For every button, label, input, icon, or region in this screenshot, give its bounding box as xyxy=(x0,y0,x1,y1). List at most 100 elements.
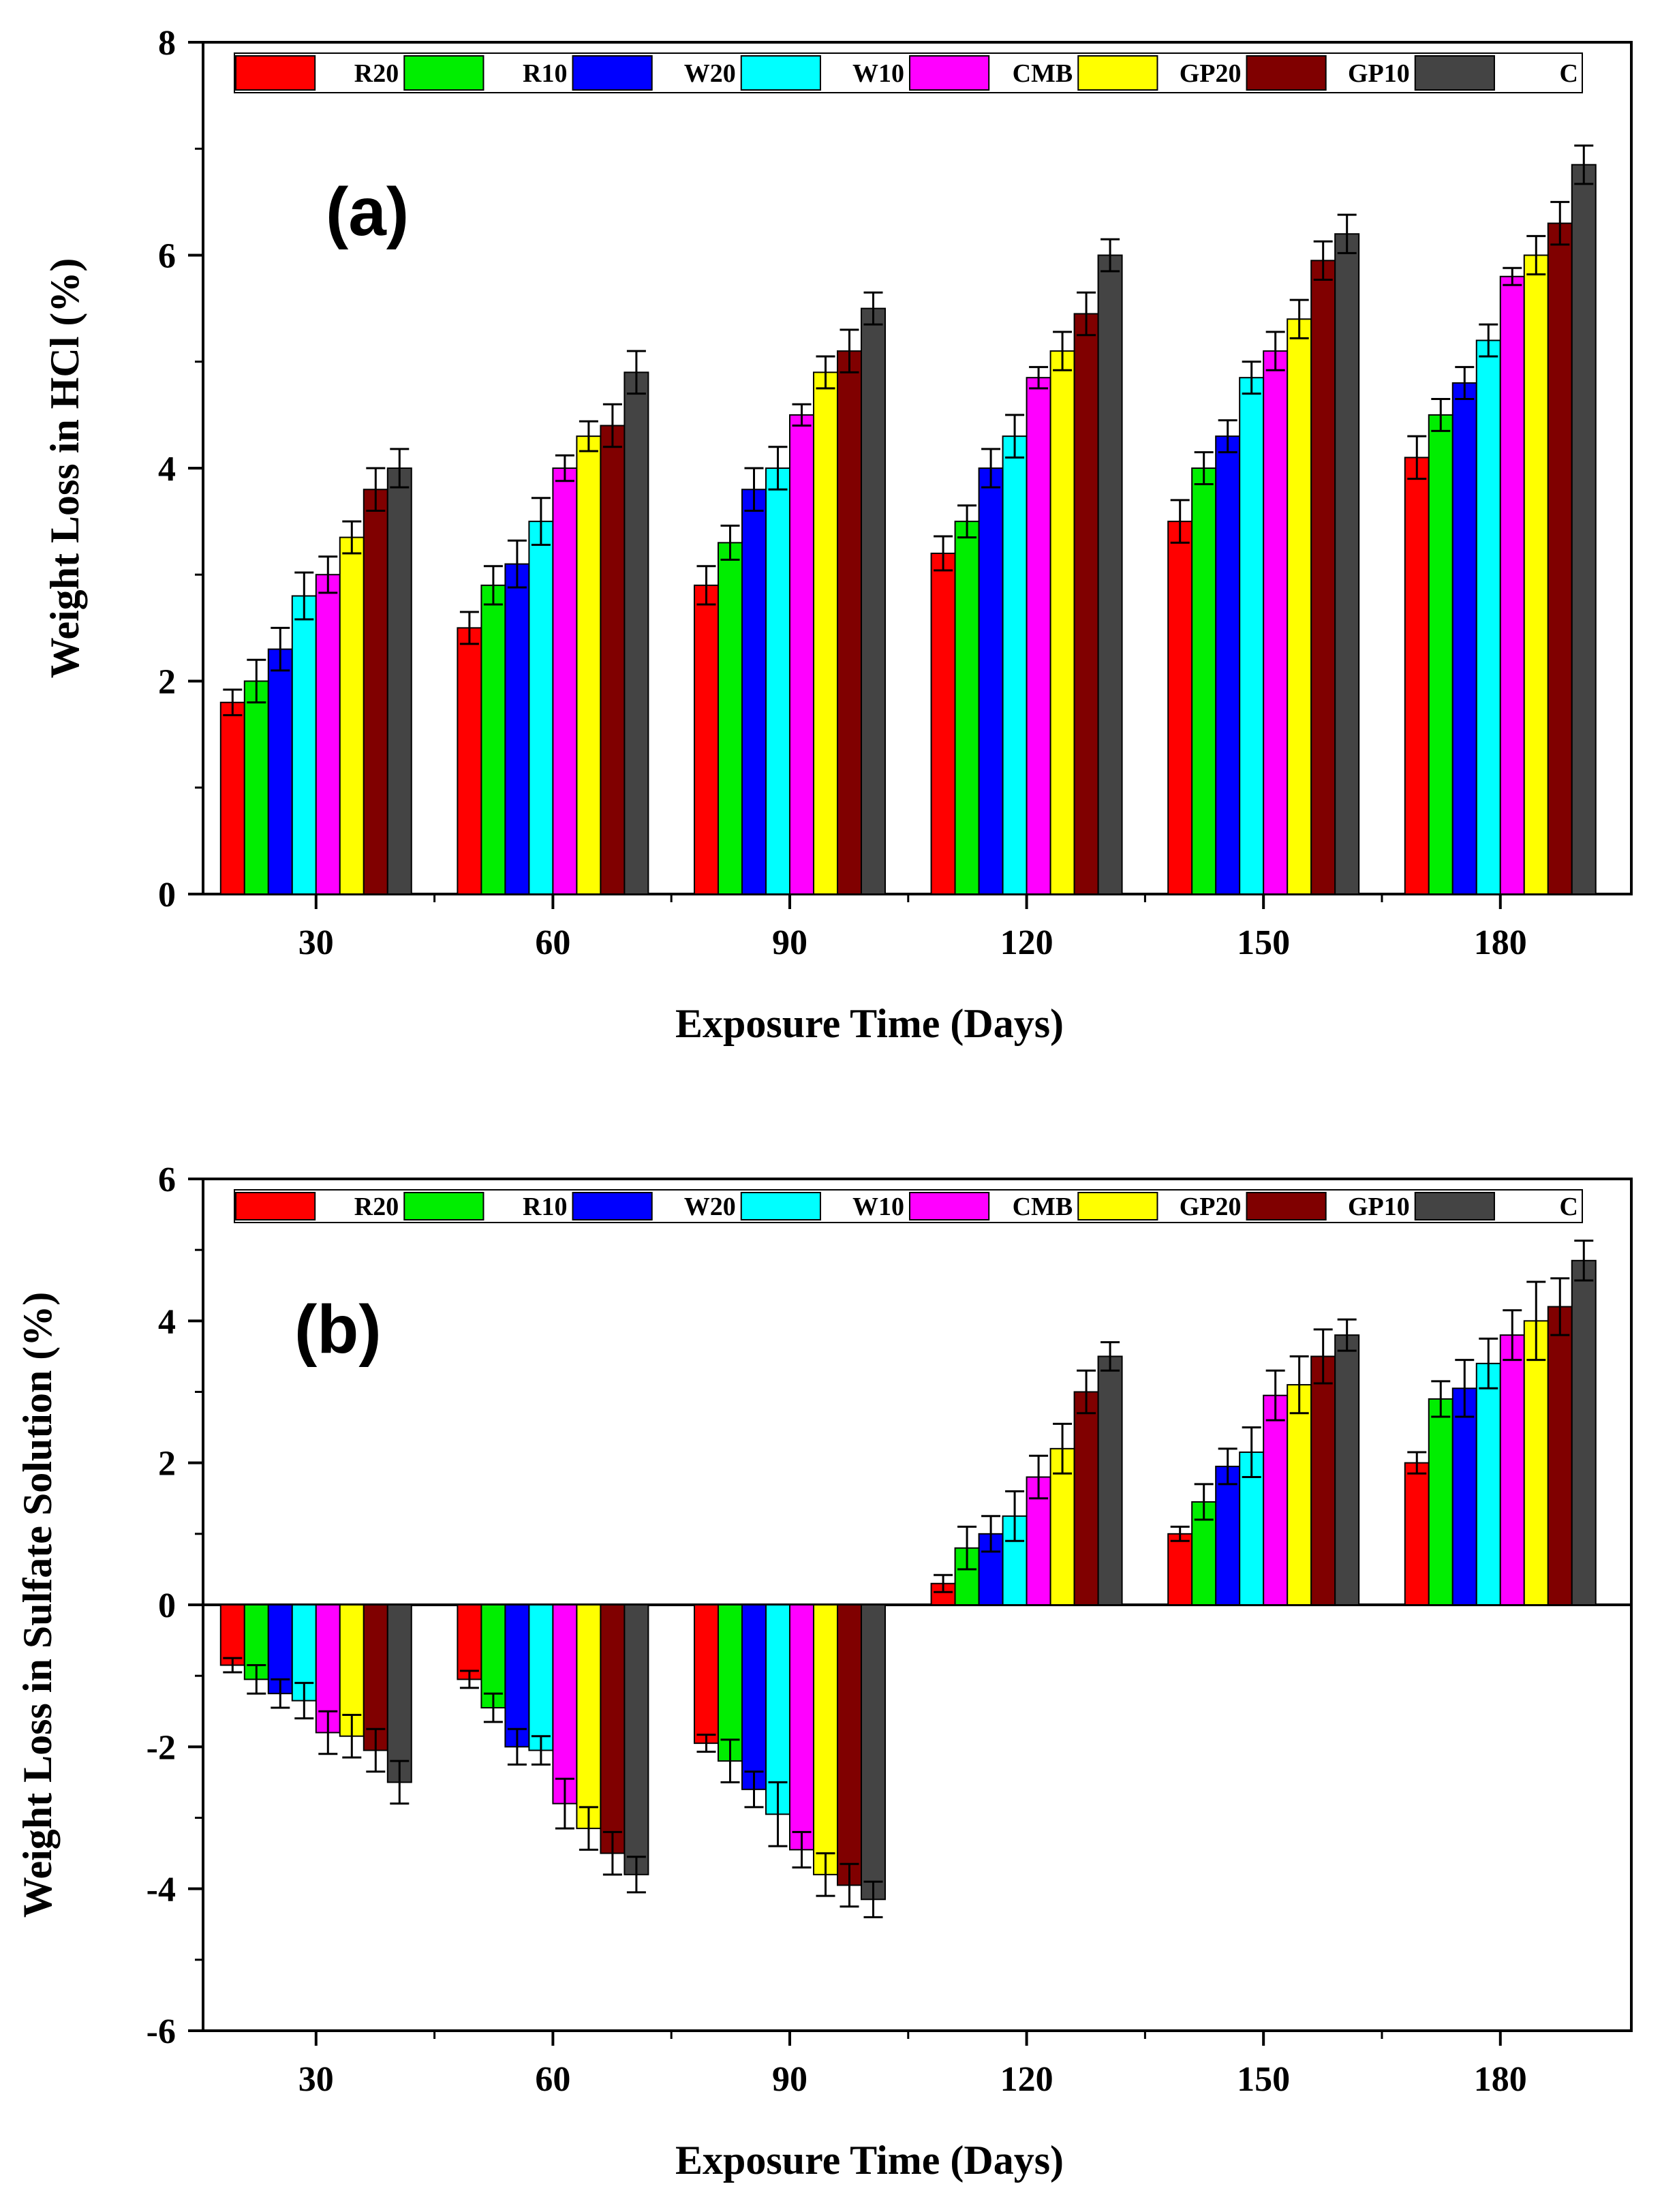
panel-label: (a) xyxy=(326,174,409,250)
bar-cmb xyxy=(1263,350,1289,895)
legend-swatch-r10 xyxy=(403,55,484,91)
bar-c xyxy=(624,371,649,895)
bar-cmb xyxy=(788,414,814,895)
legend-label: CMB xyxy=(1013,1193,1073,1221)
bar-w10 xyxy=(1239,377,1265,895)
legend-label: C xyxy=(1560,1193,1578,1221)
bar-gp10 xyxy=(600,425,626,895)
bar-w20 xyxy=(1451,1387,1477,1606)
legend-swatch-w10 xyxy=(740,1192,821,1220)
legend-swatch-r10 xyxy=(403,1192,484,1220)
bar-cmb xyxy=(1026,377,1051,895)
x-axis-title: Exposure Time (Days) xyxy=(675,1001,1064,1046)
legend-label: GP20 xyxy=(1180,1193,1242,1221)
bar-c xyxy=(1097,1355,1123,1606)
bar-gp10 xyxy=(363,1604,388,1751)
bar-c xyxy=(1097,254,1123,895)
x-tick-label: 180 xyxy=(1474,2060,1527,2099)
bar-gp10 xyxy=(600,1604,626,1854)
bar-w10 xyxy=(765,467,790,895)
x-tick-label: 90 xyxy=(772,2060,807,2099)
legend-label: C xyxy=(1560,59,1578,88)
bar-gp10 xyxy=(1073,313,1099,895)
bar-gp10 xyxy=(1310,260,1336,895)
legend-label: R20 xyxy=(354,1193,399,1221)
legend-swatch-gp10 xyxy=(1246,55,1327,91)
bar-r20 xyxy=(219,1604,245,1666)
bar-gp10 xyxy=(836,1604,862,1886)
bar-w10 xyxy=(1002,435,1028,895)
bar-r20 xyxy=(1404,457,1430,895)
bar-cmb xyxy=(552,1604,578,1804)
legend-label: GP20 xyxy=(1180,59,1242,88)
bar-gp20 xyxy=(1523,254,1549,895)
legend-label: GP10 xyxy=(1348,1193,1410,1221)
legend-label: W10 xyxy=(852,1193,904,1221)
bar-cmb xyxy=(1499,275,1525,895)
bar-gp20 xyxy=(812,371,838,895)
legend-swatch-r20 xyxy=(235,55,316,91)
bar-gp10 xyxy=(1547,1306,1573,1606)
x-tick-label: 120 xyxy=(1000,923,1053,962)
bar-gp20 xyxy=(1287,1384,1312,1606)
bar-w20 xyxy=(978,467,1004,895)
y-tick-label: 0 xyxy=(158,876,176,915)
bar-w20 xyxy=(1451,382,1477,895)
legend-swatch-gp10 xyxy=(1246,1192,1327,1220)
bar-w10 xyxy=(528,521,554,895)
x-tick-label: 30 xyxy=(298,923,334,962)
bar-r20 xyxy=(930,1582,956,1606)
bar-gp20 xyxy=(339,536,365,895)
bar-r10 xyxy=(717,1604,743,1762)
y-tick-label: -2 xyxy=(147,1728,176,1767)
y-axis-title: Weight Loss in Sulfate Solution (%) xyxy=(15,1292,60,1918)
y-tick-label: 2 xyxy=(158,663,176,702)
legend-label: W10 xyxy=(852,59,904,88)
bar-w20 xyxy=(504,1604,530,1748)
panel-b: -6 -4 -2 0 2 4 6 30 60 90 120 150 180 R20 R10 W20 W10 CMB… xyxy=(15,1161,1633,2183)
bar-c xyxy=(860,1604,886,1901)
y-tick-label: -4 xyxy=(147,1871,176,1909)
legend-swatch-w20 xyxy=(572,1192,653,1220)
legend-swatch-cmb xyxy=(909,1192,990,1220)
bar-gp20 xyxy=(576,1604,602,1830)
legend-swatch-c xyxy=(1414,55,1495,91)
bar-w10 xyxy=(291,595,317,895)
bar-cmb xyxy=(315,574,341,895)
y-tick-label: 4 xyxy=(158,1302,176,1341)
bar-r20 xyxy=(457,1604,482,1680)
legend-label: R20 xyxy=(354,59,399,88)
bar-gp10 xyxy=(836,350,862,895)
bar-w10 xyxy=(528,1604,554,1751)
bar-cmb xyxy=(788,1604,814,1851)
legend-swatch-gp20 xyxy=(1077,55,1158,91)
bar-r20 xyxy=(930,553,956,895)
bar-r20 xyxy=(1167,1533,1193,1606)
bar-c xyxy=(1334,1334,1360,1606)
panel-a: 0 2 4 6 8 30 60 90 120 150 180 R20 R10 W20 W10 CMB GP20 G… xyxy=(42,24,1633,1046)
bar-gp20 xyxy=(1287,318,1312,895)
legend-label: CMB xyxy=(1013,59,1073,88)
bar-c xyxy=(860,307,886,895)
bar-gp20 xyxy=(576,435,602,895)
legend-swatch-gp20 xyxy=(1077,1192,1158,1220)
legend-label: GP10 xyxy=(1348,59,1410,88)
bar-cmb xyxy=(552,467,578,895)
legend-swatch-c xyxy=(1414,1192,1495,1220)
legend-swatch-r20 xyxy=(235,1192,316,1220)
y-axis-title: Weight Loss in HCl (%) xyxy=(42,258,87,679)
y-tick-label: 2 xyxy=(158,1445,176,1484)
legend-label: R10 xyxy=(523,59,567,88)
x-tick-label: 180 xyxy=(1474,923,1527,962)
y-tick-label: 4 xyxy=(158,450,176,489)
x-tick-label: 90 xyxy=(772,923,807,962)
bar-r20 xyxy=(693,1604,719,1745)
bar-r10 xyxy=(243,680,269,895)
bar-gp10 xyxy=(1310,1355,1336,1606)
bar-c xyxy=(1571,1259,1597,1606)
y-tick-label: 6 xyxy=(158,1161,176,1199)
bar-w20 xyxy=(1215,1465,1241,1606)
bar-r20 xyxy=(693,584,719,895)
panel-label: (b) xyxy=(294,1291,382,1368)
